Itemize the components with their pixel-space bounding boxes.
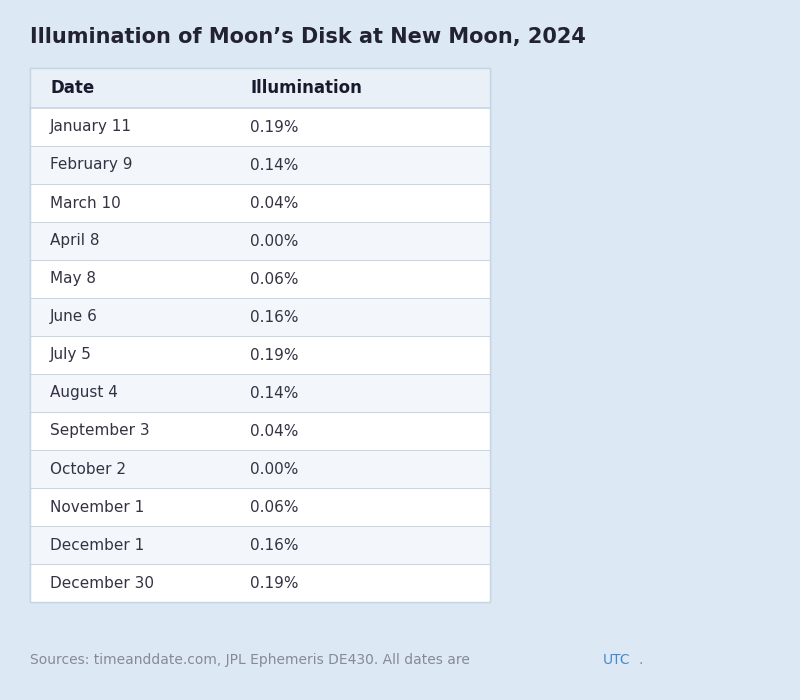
Text: 0.16%: 0.16% [250, 309, 298, 325]
Text: November 1: November 1 [50, 500, 144, 514]
Bar [30, 564, 490, 602]
Text: .: . [639, 653, 643, 667]
Text: May 8: May 8 [50, 272, 96, 286]
Text: Illumination of Moon’s Disk at New Moon, 2024: Illumination of Moon’s Disk at New Moon,… [30, 27, 586, 47]
Text: December 1: December 1 [50, 538, 144, 552]
Text: 0.19%: 0.19% [250, 575, 298, 591]
Bar [30, 68, 490, 602]
Bar [30, 108, 490, 146]
Text: June 6: June 6 [50, 309, 98, 325]
Bar [30, 146, 490, 184]
Text: September 3: September 3 [50, 424, 150, 438]
Text: July 5: July 5 [50, 347, 92, 363]
Text: 0.00%: 0.00% [250, 461, 298, 477]
Text: 0.04%: 0.04% [250, 195, 298, 211]
Bar [30, 68, 490, 602]
Bar [30, 260, 490, 298]
Text: Date: Date [50, 79, 94, 97]
Text: January 11: January 11 [50, 120, 132, 134]
Text: August 4: August 4 [50, 386, 118, 400]
Text: 0.19%: 0.19% [250, 347, 298, 363]
Text: December 30: December 30 [50, 575, 154, 591]
Bar [30, 298, 490, 336]
Text: 0.14%: 0.14% [250, 386, 298, 400]
Text: 0.06%: 0.06% [250, 500, 298, 514]
Text: 0.14%: 0.14% [250, 158, 298, 172]
Bar [30, 526, 490, 564]
Text: 0.19%: 0.19% [250, 120, 298, 134]
Bar [30, 68, 490, 108]
Bar [30, 374, 490, 412]
Bar [30, 222, 490, 260]
Text: April 8: April 8 [50, 234, 99, 248]
Text: Sources: timeanddate.com, JPL Ephemeris DE430. All dates are: Sources: timeanddate.com, JPL Ephemeris … [30, 653, 474, 667]
Bar [30, 488, 490, 526]
Text: 0.00%: 0.00% [250, 234, 298, 248]
Text: UTC: UTC [603, 653, 631, 667]
Text: Illumination: Illumination [250, 79, 362, 97]
Bar [30, 336, 490, 374]
Text: 0.06%: 0.06% [250, 272, 298, 286]
Bar [30, 450, 490, 488]
Text: February 9: February 9 [50, 158, 133, 172]
Bar [30, 412, 490, 450]
Text: March 10: March 10 [50, 195, 121, 211]
Bar [30, 184, 490, 222]
Text: October 2: October 2 [50, 461, 126, 477]
Text: 0.04%: 0.04% [250, 424, 298, 438]
Text: 0.16%: 0.16% [250, 538, 298, 552]
